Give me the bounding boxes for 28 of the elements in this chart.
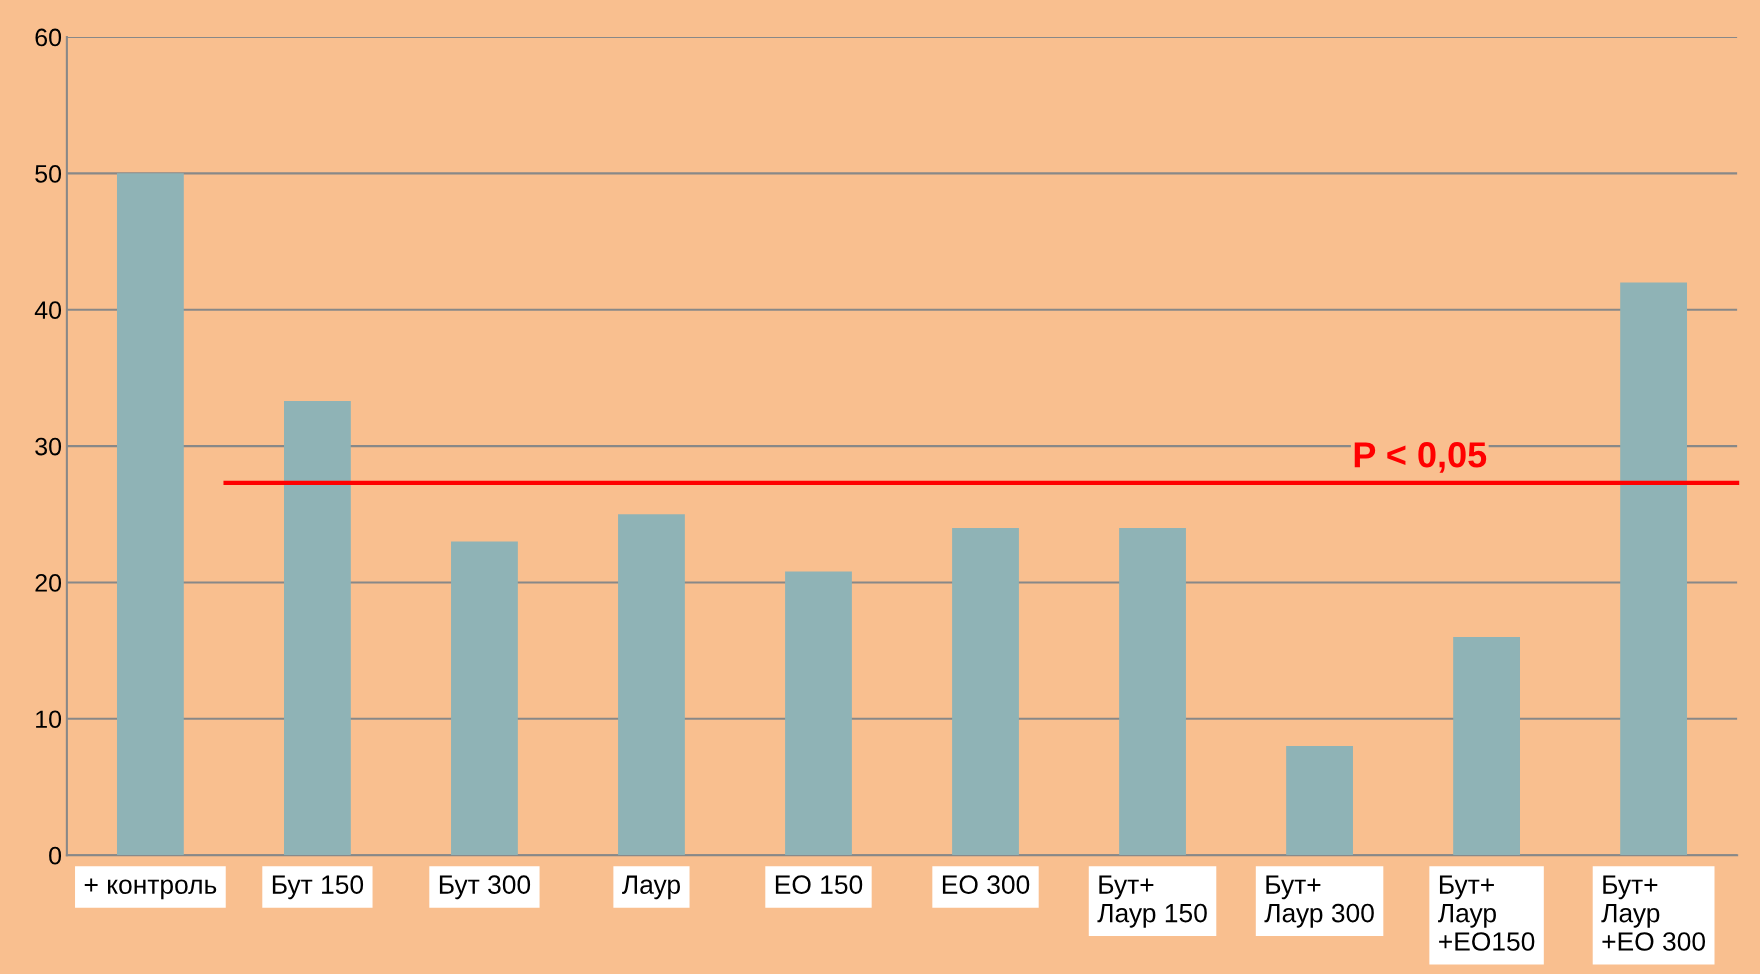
x-tick-label: Бут 300 xyxy=(439,875,531,900)
bar xyxy=(1286,746,1353,856)
y-tick-label: 20 xyxy=(35,574,62,592)
x-tick-label: Бут 150 xyxy=(272,875,364,900)
bar xyxy=(952,527,1019,856)
x-tick-label: ЕО 300 xyxy=(942,875,1030,894)
x-tick-label: Бут+ Лаур 150 xyxy=(1097,875,1207,928)
y-tick-label: 60 xyxy=(35,28,62,47)
x-tick-label: Лаур xyxy=(622,875,680,900)
y-tick-label: 40 xyxy=(34,301,62,320)
bar xyxy=(116,173,184,856)
bar xyxy=(618,514,685,856)
bar xyxy=(1453,637,1520,856)
bar xyxy=(785,571,852,856)
x-tick-label: Бут+ Лаур +ЕО150 xyxy=(1438,875,1535,951)
y-tick-label: 50 xyxy=(35,164,62,183)
ref-line-label: P < 0,05 xyxy=(1354,442,1487,473)
x-tick-label: ЕО 150 xyxy=(775,875,863,894)
y-tick-label: 30 xyxy=(35,437,62,456)
x-tick-label: Бут+ Лаур 300 xyxy=(1264,875,1374,928)
bar xyxy=(1620,282,1688,856)
bar xyxy=(1119,527,1186,856)
y-tick-label: 10 xyxy=(36,710,62,729)
x-tick-label: Бут+ Лаур +ЕО 300 xyxy=(1601,875,1706,951)
bar xyxy=(284,401,351,856)
x-tick-label: + контроль xyxy=(84,878,217,900)
bar xyxy=(451,541,518,856)
y-tick-label: 0 xyxy=(49,846,62,865)
